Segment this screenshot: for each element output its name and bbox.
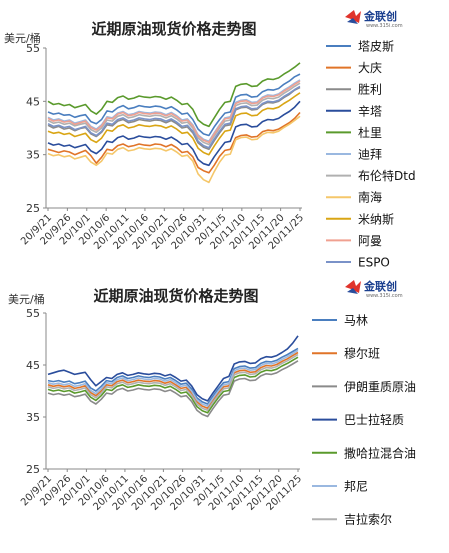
legend-label: 伊朗重质原油 (344, 380, 416, 394)
legend-label: 巴士拉轻质 (344, 412, 404, 427)
y-axis-unit: 美元/桶 (8, 292, 45, 306)
legend-label: 撒哈拉混合油 (344, 445, 416, 460)
series-line (47, 111, 301, 174)
legend-label: 迪拜 (358, 148, 382, 162)
legend-label: 南海 (358, 190, 382, 205)
chart-panel-bottom: 近期原油现货价格走势图 美元/桶 金联创 www.315i.com 25 35 45… (0, 276, 449, 553)
series-line (47, 92, 301, 156)
series-line (47, 85, 301, 149)
y-tick-label: 55 (26, 42, 40, 55)
series-line (47, 351, 299, 409)
series-line (47, 347, 299, 405)
legend-label: 吉拉索尔 (344, 512, 392, 527)
y-tick-label: 45 (26, 359, 40, 372)
chart-panel-top: 近期原油现货价格走势图 美元/桶 金联创 www.315i.com 25 35 45… (0, 0, 449, 276)
logo: 金联创 www.315i.com (345, 9, 403, 29)
series-line (47, 100, 301, 167)
legend-label: 穆尔班 (344, 346, 380, 361)
price-chart-top: 近期原油现货价格走势图 美元/桶 金联创 www.315i.com 25 35 45… (4, 9, 416, 270)
plot-area: 2535455520/9/2120/9/2620/10/120/10/620/1… (19, 307, 304, 513)
logo-subtext: www.315i.com (366, 293, 403, 299)
series-line (47, 82, 301, 146)
legend-label: 阿曼 (358, 234, 382, 248)
logo: 金联创 www.315i.com (345, 279, 403, 299)
y-tick-label: 25 (26, 202, 40, 215)
legend-label: 塔皮斯 (358, 40, 394, 54)
series-line (47, 360, 299, 418)
legend-label: 胜利 (358, 82, 382, 97)
logo-text: 金联创 (363, 9, 397, 23)
plot-area: 2535455520/9/2120/9/2620/10/120/10/620/1… (19, 42, 306, 252)
y-tick-label: 55 (26, 307, 40, 320)
series-line (47, 73, 301, 137)
legend-label: 米纳斯 (358, 212, 394, 226)
logo-text: 金联创 (363, 279, 397, 293)
y-tick-label: 45 (26, 95, 40, 108)
legend-label: 邦尼 (344, 480, 368, 494)
y-tick-label: 35 (26, 411, 40, 424)
series-line (47, 349, 299, 407)
legend-label: 马林 (344, 314, 368, 328)
legend-label: ESPO (358, 256, 390, 270)
chart-title: 近期原油现货价格走势图 (91, 20, 256, 38)
series-line (47, 356, 299, 414)
y-tick-label: 25 (26, 463, 40, 476)
series-line (47, 335, 299, 402)
legend-label: 布伦特Dtd (358, 168, 416, 183)
series-line (47, 62, 301, 128)
series-line (47, 80, 301, 144)
y-axis-unit: 美元/桶 (4, 31, 41, 45)
chart-title: 近期原油现货价格走势图 (93, 287, 258, 305)
logo-subtext: www.315i.com (366, 23, 403, 29)
legend-label: 辛塔 (358, 104, 382, 118)
y-tick-label: 35 (26, 149, 40, 162)
price-chart-bottom: 近期原油现货价格走势图 美元/桶 金联创 www.315i.com 25 35 45… (8, 279, 416, 527)
legend-label: 杜里 (358, 125, 382, 140)
series-line (47, 353, 299, 411)
series-line (47, 115, 301, 184)
legend-label: 大庆 (358, 61, 382, 75)
